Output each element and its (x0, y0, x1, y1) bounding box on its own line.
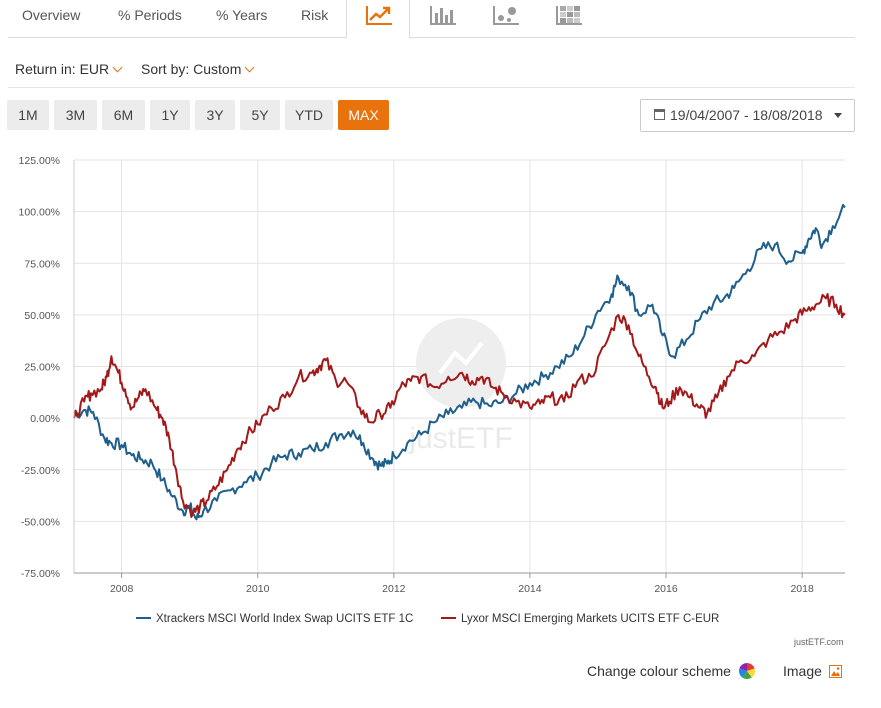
series-line-1 (73, 203, 846, 521)
analysis-tab-bar: Overview % Periods % Years Risk (8, 0, 855, 39)
period-button-3m[interactable]: 3M (54, 100, 97, 130)
date-range-value: 19/04/2007 - 18/08/2018 (670, 107, 823, 123)
chart-legend: Xtrackers MSCI World Index Swap UCITS ET… (136, 613, 719, 625)
export-image-button[interactable]: Image (783, 663, 842, 679)
y-tick-label: 100.00% (19, 207, 60, 219)
y-tick-label: 50.00% (24, 310, 60, 322)
justetf-watermark: justETF (408, 318, 513, 455)
period-button-max[interactable]: MAX (338, 100, 389, 130)
y-tick-label: -75.00% (21, 568, 60, 580)
tab-overview[interactable]: Overview (22, 7, 81, 23)
period-button-1y[interactable]: 1Y (150, 100, 190, 130)
return-currency-dropdown[interactable]: Return in: EUR (15, 61, 123, 77)
period-button-6m[interactable]: 6M (102, 100, 145, 130)
period-button-1m[interactable]: 1M (7, 100, 49, 130)
tab-periods[interactable]: % Periods (118, 7, 182, 23)
y-tick-label: -25.00% (21, 465, 60, 477)
justetf-credit[interactable]: justETF.com (794, 637, 844, 647)
y-tick-label: 75.00% (24, 258, 60, 270)
scatter-chart-icon[interactable] (492, 3, 520, 27)
y-tick-label: 0.00% (30, 413, 60, 425)
change-colour-label: Change colour scheme (587, 663, 731, 679)
legend-label-1: Xtrackers MSCI World Index Swap UCITS ET… (156, 613, 413, 625)
x-tick-label: 2018 (790, 583, 814, 595)
y-tick-label: 25.00% (24, 362, 60, 374)
chevron-down-icon (112, 62, 123, 73)
line-chart-icon[interactable] (365, 3, 393, 27)
tab-risk[interactable]: Risk (301, 7, 329, 23)
heatmap-icon[interactable] (555, 3, 583, 27)
chart-series (73, 203, 846, 521)
chart-axes: 125.00% 100.00% 75.00% 50.00% 25.00% 0.00% -25… (19, 155, 845, 595)
chevron-down-icon (244, 62, 255, 73)
caret-down-icon (834, 113, 842, 118)
y-tick-label: -50.00% (21, 516, 60, 528)
x-tick-label: 2014 (518, 583, 542, 595)
x-tick-label: 2008 (110, 583, 134, 595)
change-colour-scheme-button[interactable]: Change colour scheme (587, 663, 755, 680)
legend-label-2: Lyxor MSCI Emerging Markets UCITS ETF C-… (461, 613, 719, 625)
return-currency-label: Return in: EUR (15, 61, 110, 77)
date-range-picker[interactable]: 19/04/2007 - 18/08/2018 (640, 99, 855, 132)
x-tick-label: 2016 (654, 583, 678, 595)
sort-by-label: Sort by: Custom (141, 61, 242, 77)
x-tick-label: 2012 (382, 583, 406, 595)
divider (8, 87, 855, 88)
calendar-icon (654, 109, 665, 120)
tab-years[interactable]: % Years (216, 7, 268, 23)
colour-wheel-icon (738, 663, 755, 680)
image-label: Image (783, 663, 822, 679)
y-tick-label: 125.00% (19, 155, 60, 167)
sort-by-dropdown[interactable]: Sort by: Custom (141, 61, 255, 77)
image-icon (828, 665, 842, 678)
series-line-2 (73, 293, 846, 518)
period-button-ytd[interactable]: YTD (285, 100, 333, 130)
period-button-5y[interactable]: 5Y (240, 100, 280, 130)
active-tab-box (346, 0, 410, 39)
watermark-text: justETF (408, 422, 512, 455)
bar-chart-icon[interactable] (429, 3, 457, 27)
period-button-3y[interactable]: 3Y (195, 100, 235, 130)
x-tick-label: 2010 (246, 583, 270, 595)
performance-line-chart: justETF 125.00% 100.00% 75.00% 50.00% 25.00%… (19, 155, 846, 625)
